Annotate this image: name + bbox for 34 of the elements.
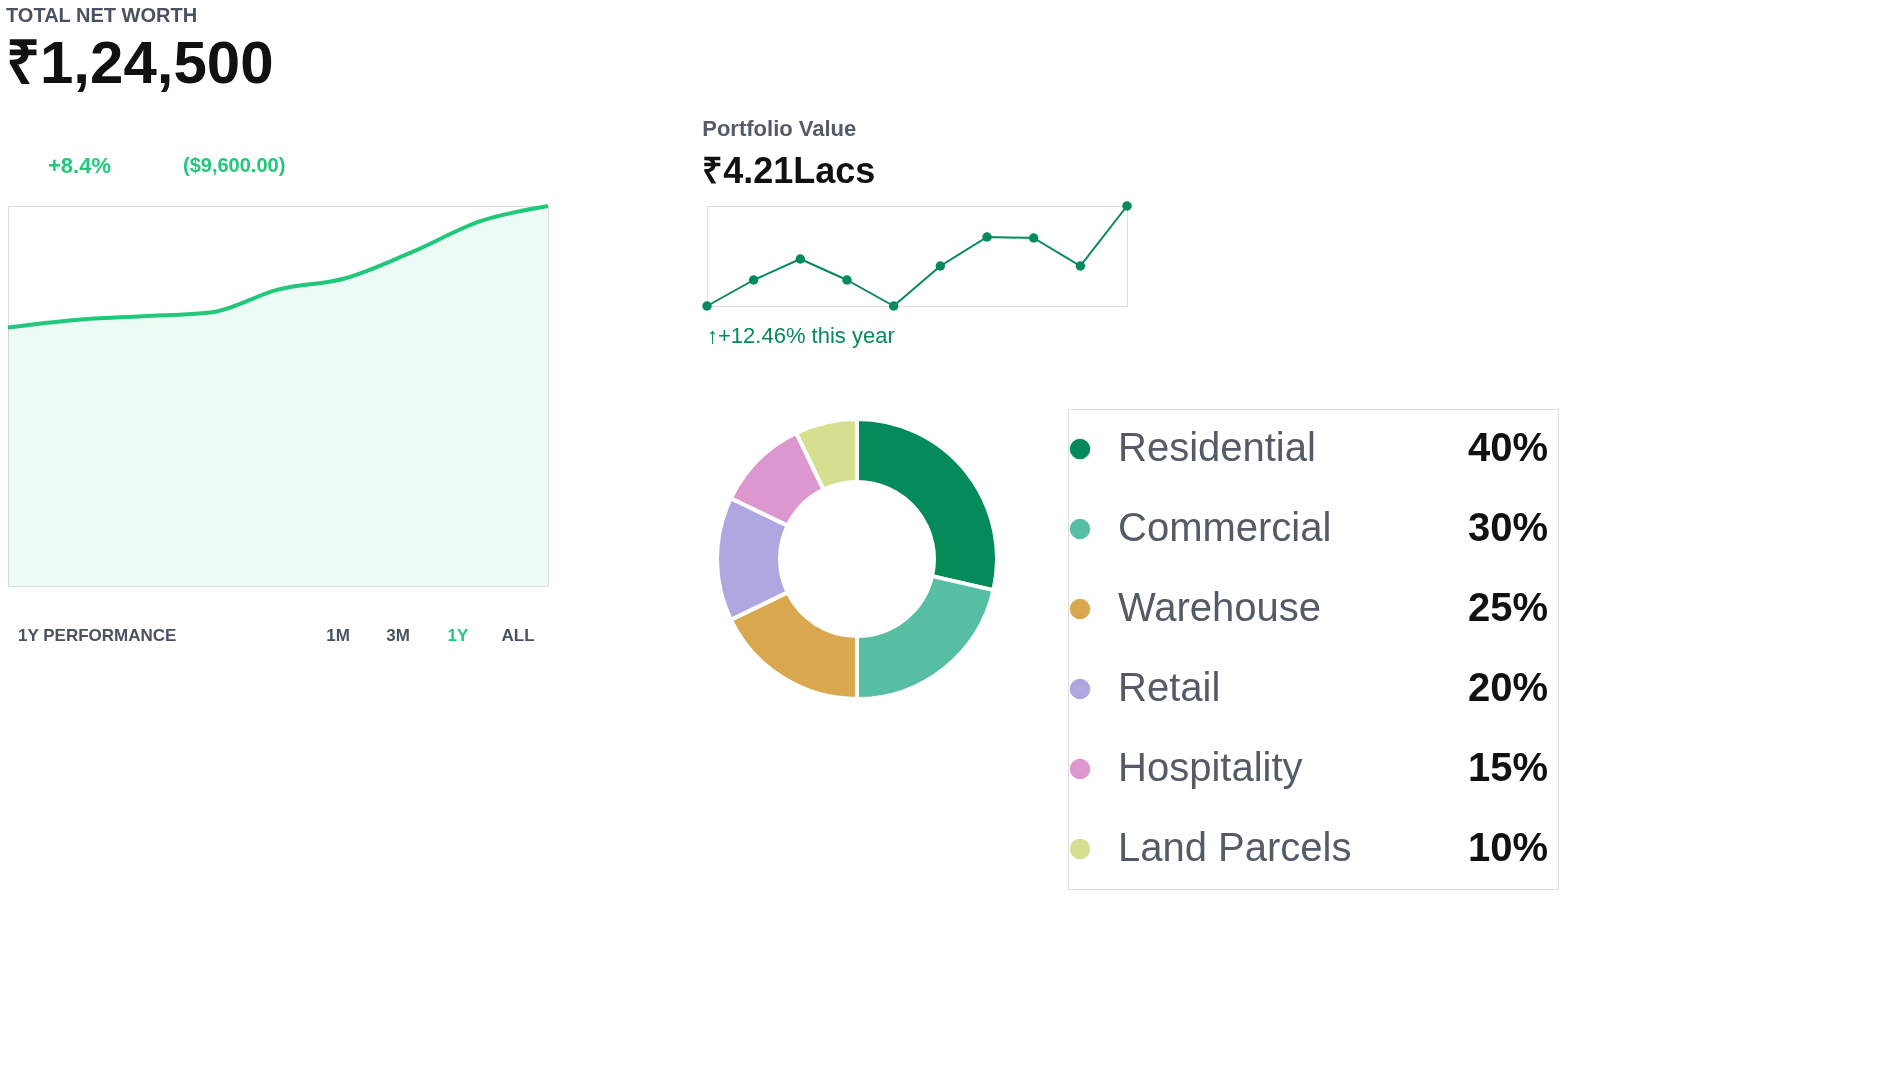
text: 1Y PERFORMANCE [18, 626, 177, 645]
legend-label: Commercial [1118, 505, 1332, 549]
chart-subtitle: ₹4.21Lacs [702, 150, 876, 192]
text: +8.4% [48, 153, 111, 178]
point [795, 254, 806, 264]
point [982, 232, 992, 242]
point [935, 261, 946, 271]
point [842, 275, 852, 285]
point [748, 275, 759, 285]
text: ($9,600.00) [183, 154, 286, 176]
text: ALL [501, 626, 535, 645]
data-label: 10% [1467, 825, 1548, 869]
text: 1Y [447, 626, 470, 645]
chart-title: TOTAL NET WORTH [6, 4, 198, 26]
legend-label: Warehouse [1118, 585, 1322, 629]
data-label: 30% [1467, 505, 1548, 549]
text: 1M [326, 626, 350, 645]
text: 3M [386, 626, 410, 645]
data-label: 25% [1467, 585, 1548, 629]
point [1075, 261, 1086, 271]
legend-label: Retail [1118, 665, 1221, 709]
chart-title: Portfolio Value [702, 116, 857, 142]
point [1028, 233, 1039, 243]
point [888, 301, 899, 311]
legend-label: Hospitality [1118, 745, 1303, 789]
legend-label: Residential [1118, 425, 1316, 469]
legend-label: Land Parcels [1118, 825, 1352, 869]
point [1122, 201, 1132, 211]
chart-subtitle: ₹1,24,500 [6, 29, 274, 96]
data-label: 40% [1467, 425, 1548, 469]
text: ↑+12.46% this year [707, 323, 895, 348]
data-label: 15% [1467, 745, 1548, 789]
data-label: 20% [1467, 665, 1548, 709]
point [702, 301, 712, 311]
